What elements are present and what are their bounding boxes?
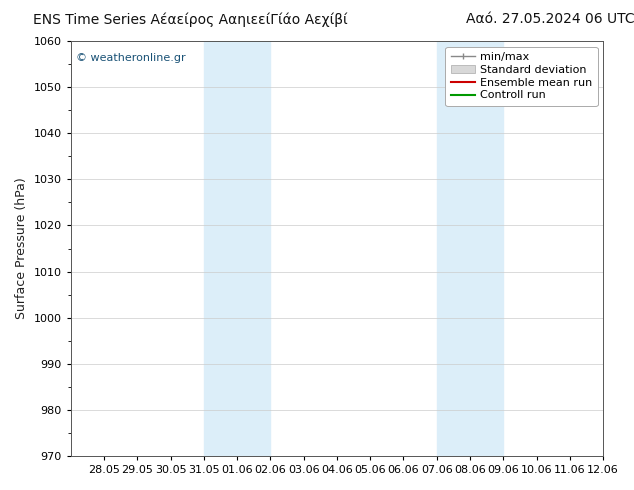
- Bar: [437, 41, 503, 456]
- Legend: min/max, Standard deviation, Ensemble mean run, Controll run: min/max, Standard deviation, Ensemble me…: [445, 47, 598, 106]
- Y-axis label: Surface Pressure (hPa): Surface Pressure (hPa): [15, 178, 28, 319]
- Text: Ααό. 27.05.2024 06 UTC: Ααό. 27.05.2024 06 UTC: [466, 12, 634, 26]
- Text: © weatheronline.gr: © weatheronline.gr: [76, 53, 186, 64]
- Bar: [204, 41, 270, 456]
- Text: ENS Time Series Αέαείρος ΑαηιεείΓίάο Αεχίβί: ENS Time Series Αέαείρος ΑαηιεείΓίάο Αεχ…: [33, 12, 347, 27]
